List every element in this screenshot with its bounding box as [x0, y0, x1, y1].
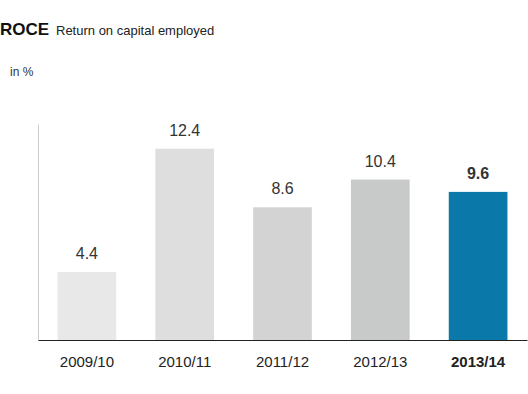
subtitle: Return on capital employed [56, 23, 214, 38]
title: ROCE [0, 20, 49, 39]
x-tick: 2011/12 [256, 340, 309, 370]
data-label: 10.4 [365, 153, 396, 170]
data-label: 9.6 [467, 165, 489, 182]
data-labels: 4.4 12.4 8.6 10.4 9.6 [76, 122, 490, 262]
bar [449, 192, 508, 340]
x-tick-label: 2013/14 [451, 353, 506, 370]
data-label: 4.4 [76, 245, 98, 262]
y-axis-line [38, 125, 39, 341]
x-tick: 2013/14 [451, 340, 506, 370]
x-axis: 2009/10 2010/11 2011/12 2012/13 2013/14 [39, 340, 528, 370]
x-tick: 2010/11 [158, 340, 211, 370]
x-tick-label: 2009/10 [60, 353, 114, 370]
data-label: 8.6 [271, 180, 293, 197]
data-label: 12.4 [169, 122, 200, 139]
x-tick: 2012/13 [353, 340, 407, 370]
x-tick-label: 2011/12 [256, 353, 309, 370]
bar [351, 180, 410, 340]
x-tick: 2009/10 [60, 340, 114, 370]
y-label: in % [10, 65, 34, 79]
x-axis-line [39, 340, 528, 341]
bar [58, 272, 117, 340]
x-tick-label: 2012/13 [353, 353, 407, 370]
plot-area [58, 149, 508, 340]
bar [253, 207, 312, 340]
bar [155, 149, 214, 340]
x-tick-label: 2010/11 [158, 353, 211, 370]
chart: ROCE Return on capital employed in % 4.4 12.… [0, 0, 528, 394]
y-axis [38, 125, 39, 341]
